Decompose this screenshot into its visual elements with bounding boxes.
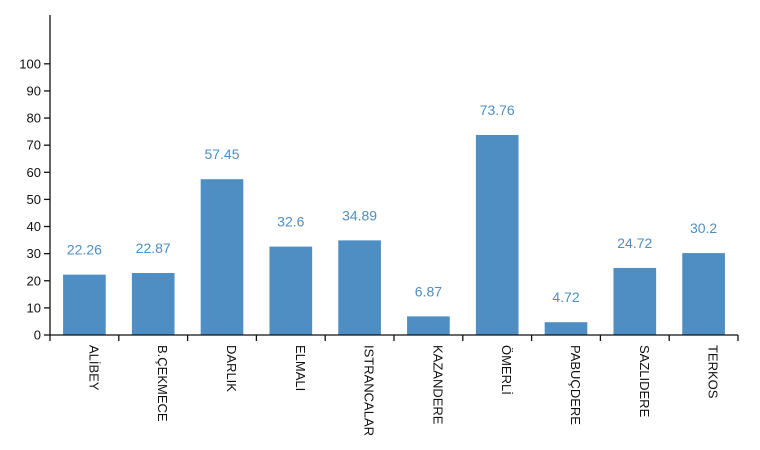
bar — [613, 267, 657, 335]
x-tick-label: ELMALI — [293, 345, 308, 391]
x-tick-label: ÖMERLİ — [499, 345, 514, 395]
y-tick-label: 60 — [27, 165, 41, 180]
y-tick-label: 30 — [27, 246, 41, 261]
y-tick-label: 20 — [27, 273, 41, 288]
data-labels: 22.26 22.87 57.45 32.6 34.89 6.87 73.76 4.72 24.… — [67, 102, 718, 305]
bars — [63, 134, 725, 335]
x-tick-label: KAZANDERE — [430, 345, 445, 425]
y-tick-label: 70 — [27, 138, 41, 153]
data-label: 22.87 — [136, 240, 171, 256]
y-tick-label: 100 — [19, 56, 41, 71]
y-tick-label: 0 — [34, 328, 41, 343]
data-label: 57.45 — [204, 146, 239, 162]
data-label: 22.26 — [67, 242, 102, 258]
x-tick-label: DARLIK — [224, 345, 239, 392]
y-tick-label: 50 — [27, 192, 41, 207]
bar — [269, 246, 313, 335]
x-tick-label: SAZLIDERE — [637, 345, 652, 418]
bar — [407, 316, 450, 335]
bar — [475, 134, 519, 335]
data-label: 6.87 — [415, 283, 442, 299]
data-label: 30.2 — [690, 220, 717, 236]
data-label: 32.6 — [277, 214, 304, 230]
y-tick-label: 40 — [27, 219, 41, 234]
x-tick-label: ALİBEY — [86, 345, 101, 391]
x-tick-label: PABUÇDERE — [568, 345, 583, 425]
y-tick-label: 90 — [27, 83, 41, 98]
data-label: 34.89 — [342, 207, 377, 223]
bar — [63, 274, 106, 335]
bar — [200, 179, 244, 335]
data-label: 24.72 — [617, 235, 652, 251]
data-label: 4.72 — [552, 289, 579, 305]
bar — [544, 322, 588, 335]
x-tick-label: TERKOS — [706, 345, 721, 399]
x-tick-label: ISTRANCALAR — [362, 345, 377, 436]
bar — [682, 253, 725, 335]
x-axis: ALİBEY B.ÇEKMECE DARLIK ELMALI ISTRANCALAR KA… — [49, 334, 739, 436]
y-axis: 0 10 20 30 40 50 60 70 80 90 100 — [19, 15, 51, 343]
x-tick-label: B.ÇEKMECE — [155, 345, 170, 422]
data-label: 73.76 — [480, 102, 515, 118]
bar — [338, 240, 381, 335]
bar — [131, 272, 175, 335]
y-tick-label: 80 — [27, 111, 41, 126]
y-tick-label: 10 — [27, 300, 41, 315]
